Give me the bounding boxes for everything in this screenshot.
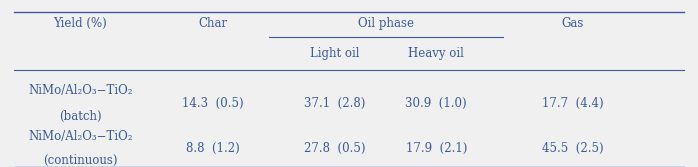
Text: 17.9  (2.1): 17.9 (2.1) — [406, 142, 467, 155]
Text: NiMo/Al₂O₃−TiO₂: NiMo/Al₂O₃−TiO₂ — [28, 130, 133, 143]
Text: (batch): (batch) — [59, 110, 102, 123]
Text: (continuous): (continuous) — [43, 154, 117, 167]
Text: Heavy oil: Heavy oil — [408, 47, 464, 60]
Text: 27.8  (0.5): 27.8 (0.5) — [304, 142, 366, 155]
Text: Gas: Gas — [561, 17, 584, 30]
Text: Oil phase: Oil phase — [357, 17, 414, 30]
Text: 17.7  (4.4): 17.7 (4.4) — [542, 97, 603, 110]
Text: NiMo/Al₂O₃−TiO₂: NiMo/Al₂O₃−TiO₂ — [28, 84, 133, 97]
Text: Yield (%): Yield (%) — [53, 17, 107, 30]
Text: Char: Char — [198, 17, 228, 30]
Text: 37.1  (2.8): 37.1 (2.8) — [304, 97, 366, 110]
Text: 45.5  (2.5): 45.5 (2.5) — [542, 142, 603, 155]
Text: 30.9  (1.0): 30.9 (1.0) — [406, 97, 467, 110]
Text: Light oil: Light oil — [311, 47, 359, 60]
Text: 14.3  (0.5): 14.3 (0.5) — [182, 97, 244, 110]
Text: 8.8  (1.2): 8.8 (1.2) — [186, 142, 240, 155]
